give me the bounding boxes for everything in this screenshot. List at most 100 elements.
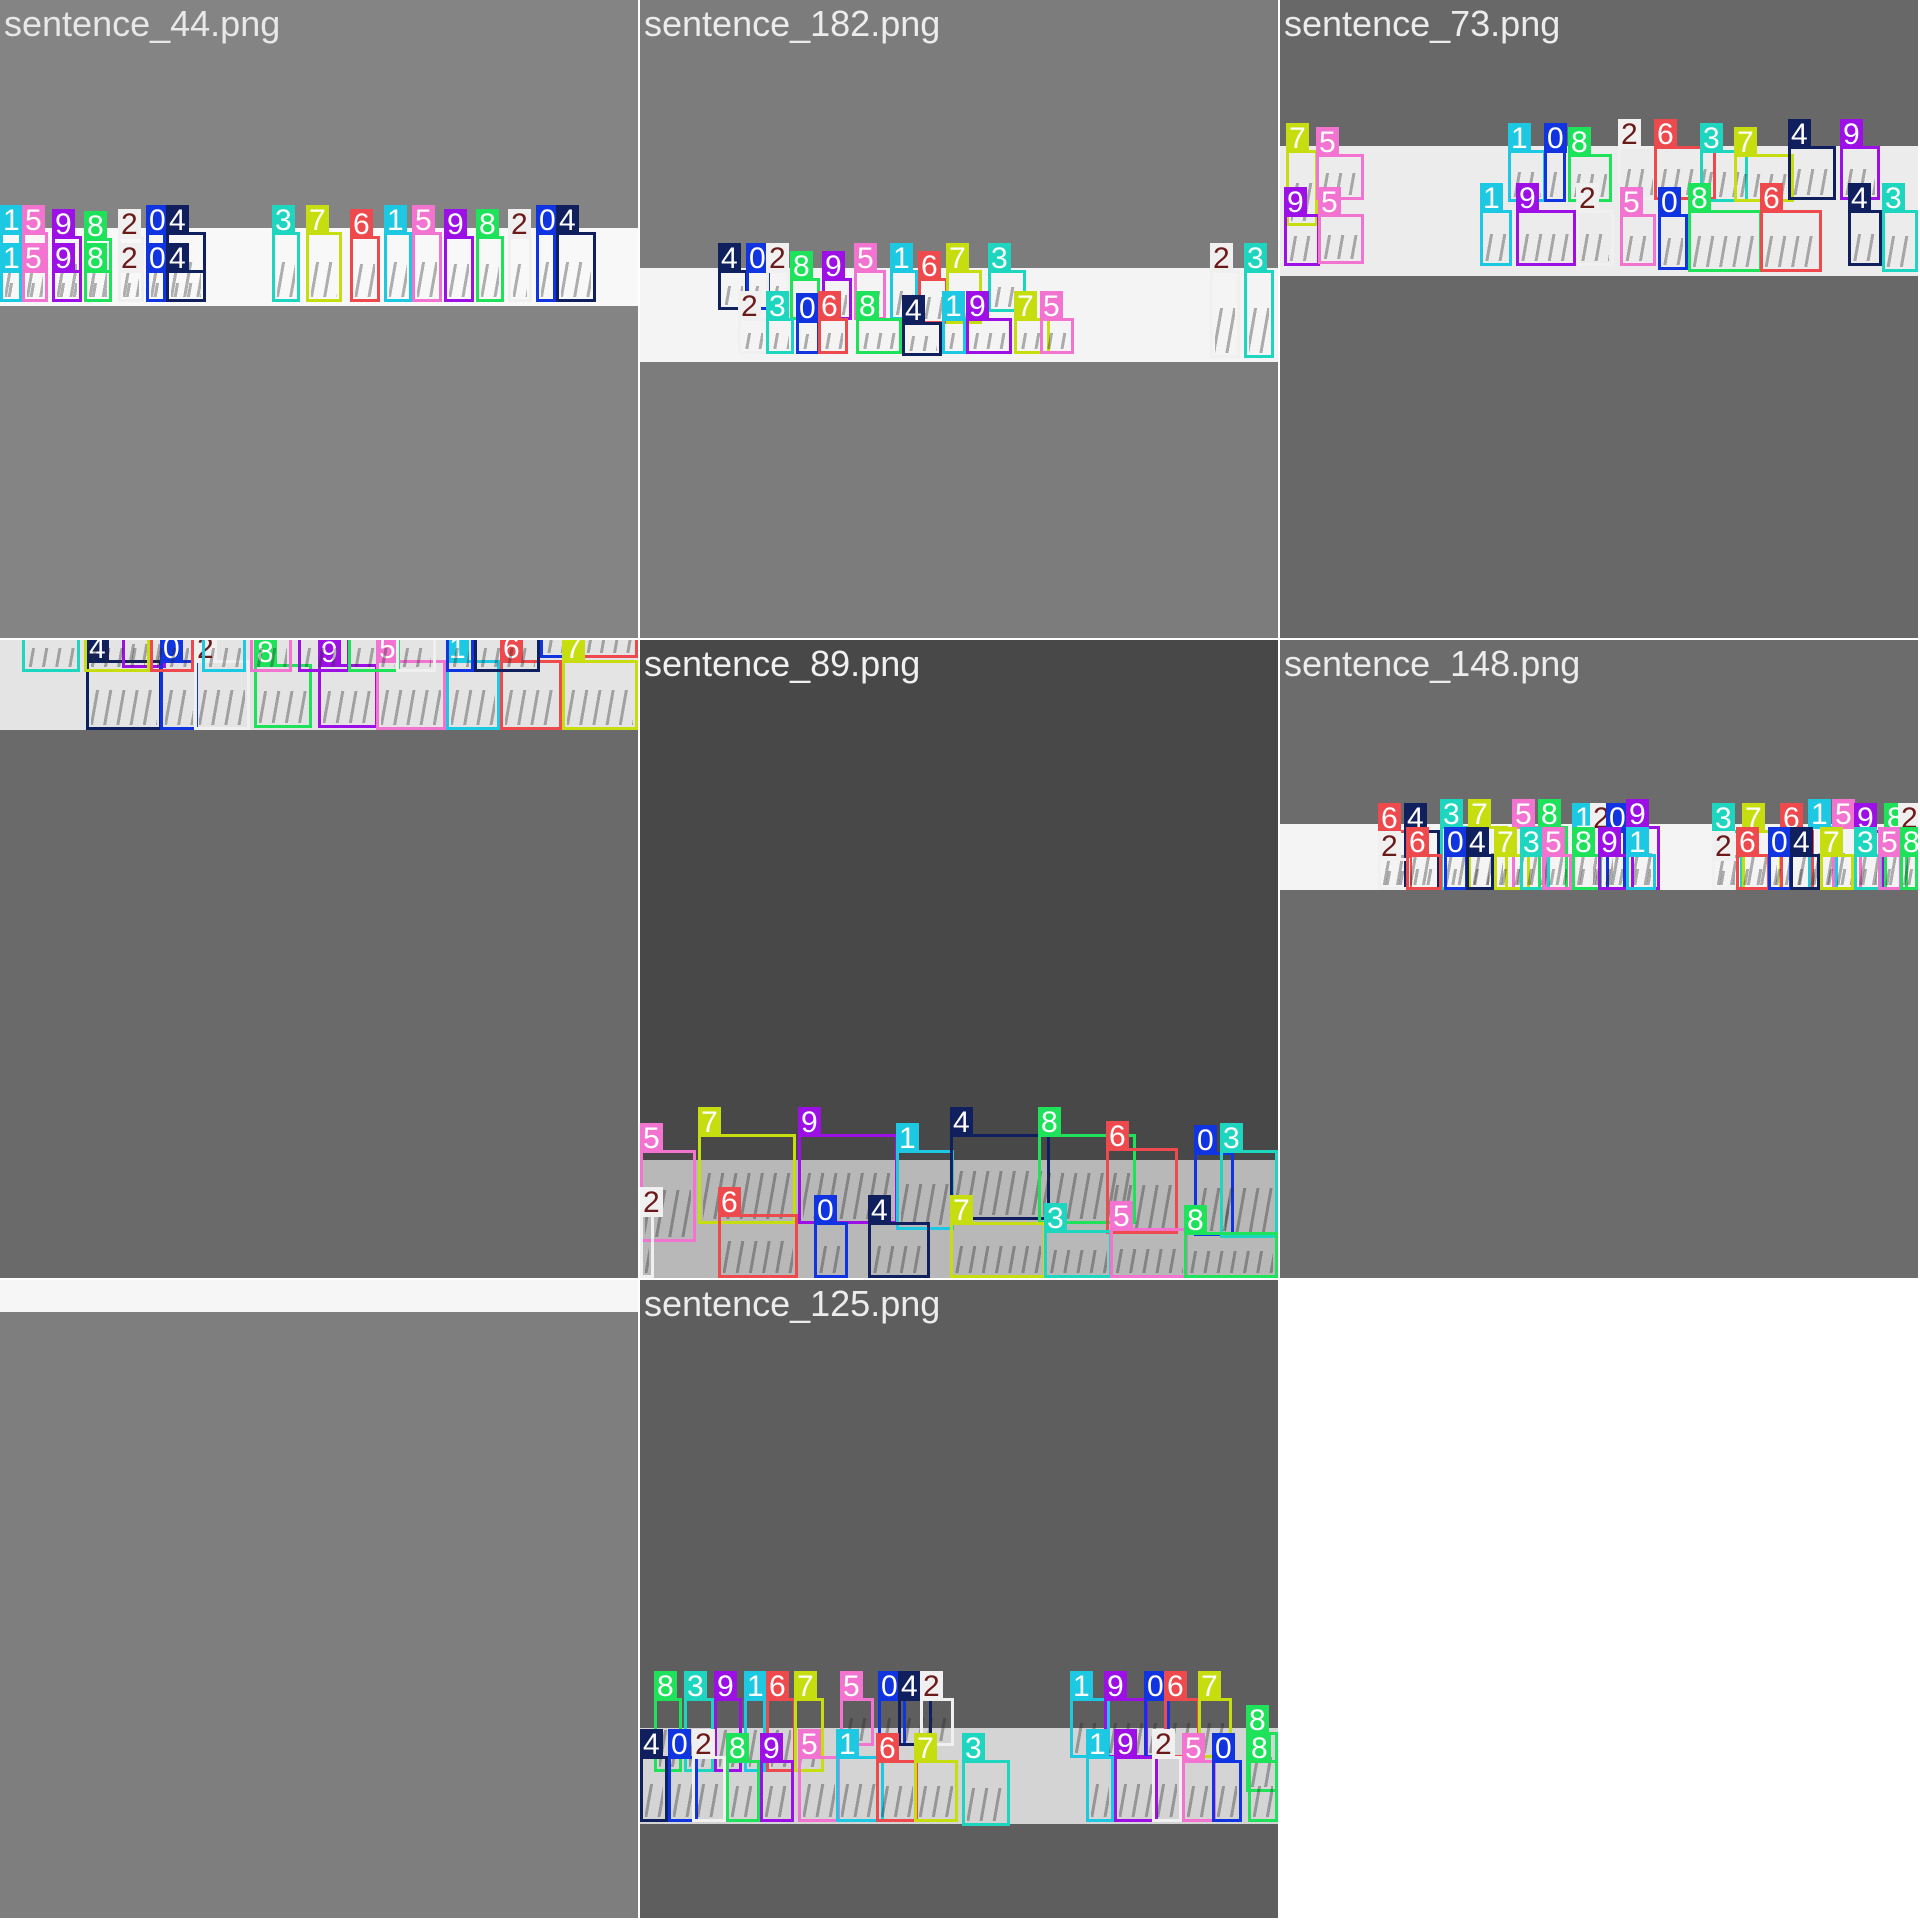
cuneiform-sign-icon (1611, 855, 1621, 885)
class-label: 2 (508, 209, 531, 241)
cuneiform-sign-icon (1215, 307, 1235, 353)
cuneiform-sign-icon (703, 1172, 791, 1219)
cuneiform-sign-icon (723, 1241, 793, 1273)
glyph-box: 9 (1626, 799, 1660, 890)
glyph-box: 7 (84, 640, 150, 672)
class-label: 2 (640, 1187, 663, 1219)
glyph-box: 8 (1572, 827, 1602, 890)
class-label: 5 (1878, 827, 1901, 859)
cuneiform-sign-icon (801, 333, 815, 349)
cuneiform-sign-icon (479, 648, 535, 667)
mosaic-tile (0, 1280, 638, 1918)
cuneiform-sign-icon (873, 1245, 925, 1273)
class-label: 1 (446, 640, 469, 665)
cuneiform-sign-icon (1485, 233, 1507, 261)
glyph-box: 0 (1658, 187, 1688, 270)
cuneiform-sign-icon (1693, 236, 1757, 267)
class-label: 4 (902, 295, 925, 327)
class-label: 3 (684, 1671, 707, 1703)
glyph-box: 3 (1220, 1123, 1278, 1238)
class-label: 4 (898, 1671, 921, 1703)
class-label: 3 (988, 243, 1011, 275)
cuneiform-sign-icon (823, 332, 843, 349)
glyph-box: 6 (876, 1733, 918, 1822)
class-label: 3 (1440, 799, 1463, 831)
glyph-box: 6 (818, 291, 848, 354)
class-label: 9 (1598, 827, 1621, 859)
cuneiform-sign-icon (1471, 868, 1489, 885)
cuneiform-sign-icon (155, 648, 189, 667)
class-label: 1 (896, 1123, 919, 1155)
glyph-box: 8 (1900, 827, 1918, 890)
glyph-box: 5 (1040, 291, 1074, 354)
glyph-box: 0 (146, 243, 169, 302)
cuneiform-sign-icon (1825, 868, 1849, 885)
glyph-box: 3 (962, 1733, 1010, 1826)
cuneiform-sign-icon (1521, 233, 1571, 261)
glyph-box: 8 (348, 640, 400, 672)
class-label: 6 (1780, 803, 1803, 835)
class-label: 7 (1198, 1671, 1221, 1703)
cuneiform-sign-icon (955, 1245, 1041, 1273)
class-label: 7 (1286, 123, 1309, 155)
cuneiform-sign-icon (1119, 1784, 1153, 1817)
glyph-box: 7 (950, 1195, 1046, 1278)
class-label: 8 (1246, 1705, 1269, 1737)
class-label: 3 (1882, 183, 1905, 215)
cuneiform-sign-icon (1773, 868, 1787, 885)
cuneiform-sign-icon (1525, 868, 1545, 885)
class-label: 0 (668, 1729, 691, 1761)
cuneiform-sign-icon (1747, 855, 1777, 885)
cuneiform-sign-icon (861, 332, 897, 349)
cuneiform-sign-icon (1189, 1251, 1273, 1273)
cuneiform-sign-icon (771, 332, 789, 349)
mosaic-tile: 4902895160673761598204 (0, 640, 638, 1278)
cuneiform-sign-icon (1383, 870, 1405, 885)
class-label: 7 (562, 640, 585, 665)
glyph-box: 8 (1688, 183, 1762, 272)
class-label: 8 (476, 209, 499, 241)
cuneiform-sign-icon (505, 689, 557, 725)
class-label: 5 (1110, 1201, 1133, 1233)
class-label: 1 (1808, 799, 1831, 831)
sentence-strip (0, 1280, 638, 1312)
glyph-box: 6 (1760, 183, 1822, 272)
cuneiform-sign-icon (401, 648, 431, 667)
cuneiform-sign-icon (165, 689, 193, 725)
class-label: 4 (1404, 803, 1427, 835)
glyph-box: 5 (22, 243, 48, 302)
glyph-box: 5 (1110, 1201, 1188, 1278)
class-label: 6 (500, 640, 523, 665)
cuneiform-sign-icon (819, 1245, 843, 1273)
glyph-box: 3 (1244, 243, 1274, 358)
glyph-box: 7 (1014, 291, 1050, 354)
glyph-box: 7 (306, 205, 342, 302)
class-label: 4 (1466, 827, 1489, 859)
class-label: 2 (1152, 1729, 1175, 1761)
glyph-box: 9 (318, 640, 378, 728)
tile-filename: sentence_89.png (644, 643, 921, 684)
glyph-box: 9 (1516, 183, 1576, 266)
class-label: 8 (856, 291, 879, 323)
class-label: 5 (1316, 127, 1339, 159)
cuneiform-sign-icon (417, 261, 437, 297)
glyph-box: 6 (150, 640, 194, 672)
class-label: 8 (84, 211, 107, 243)
cuneiform-sign-icon (353, 648, 395, 667)
cuneiform-sign-icon (803, 1784, 835, 1817)
class-label: 2 (1618, 119, 1641, 151)
class-label: 2 (1378, 831, 1401, 863)
glyph-box: 7 (1820, 827, 1854, 890)
glyph-box: 5 (376, 640, 446, 730)
glyph-box: 3 (766, 291, 794, 354)
cuneiform-sign-icon (743, 332, 763, 349)
class-label: 6 (1760, 183, 1783, 215)
glyph-box: 4 (1790, 827, 1820, 890)
cuneiform-sign-icon (1473, 853, 1503, 885)
class-label: 9 (1840, 119, 1863, 151)
cuneiform-sign-icon (355, 264, 375, 297)
cuneiform-sign-icon (1217, 1786, 1237, 1817)
class-label: 0 (146, 205, 169, 237)
mosaic-tile: 5 7 9 1 4 8 6 0 3 2 6 0 4 7 3 5 8 sentence_89.png (640, 640, 1278, 1278)
glyph-box: 1 (836, 1729, 884, 1822)
